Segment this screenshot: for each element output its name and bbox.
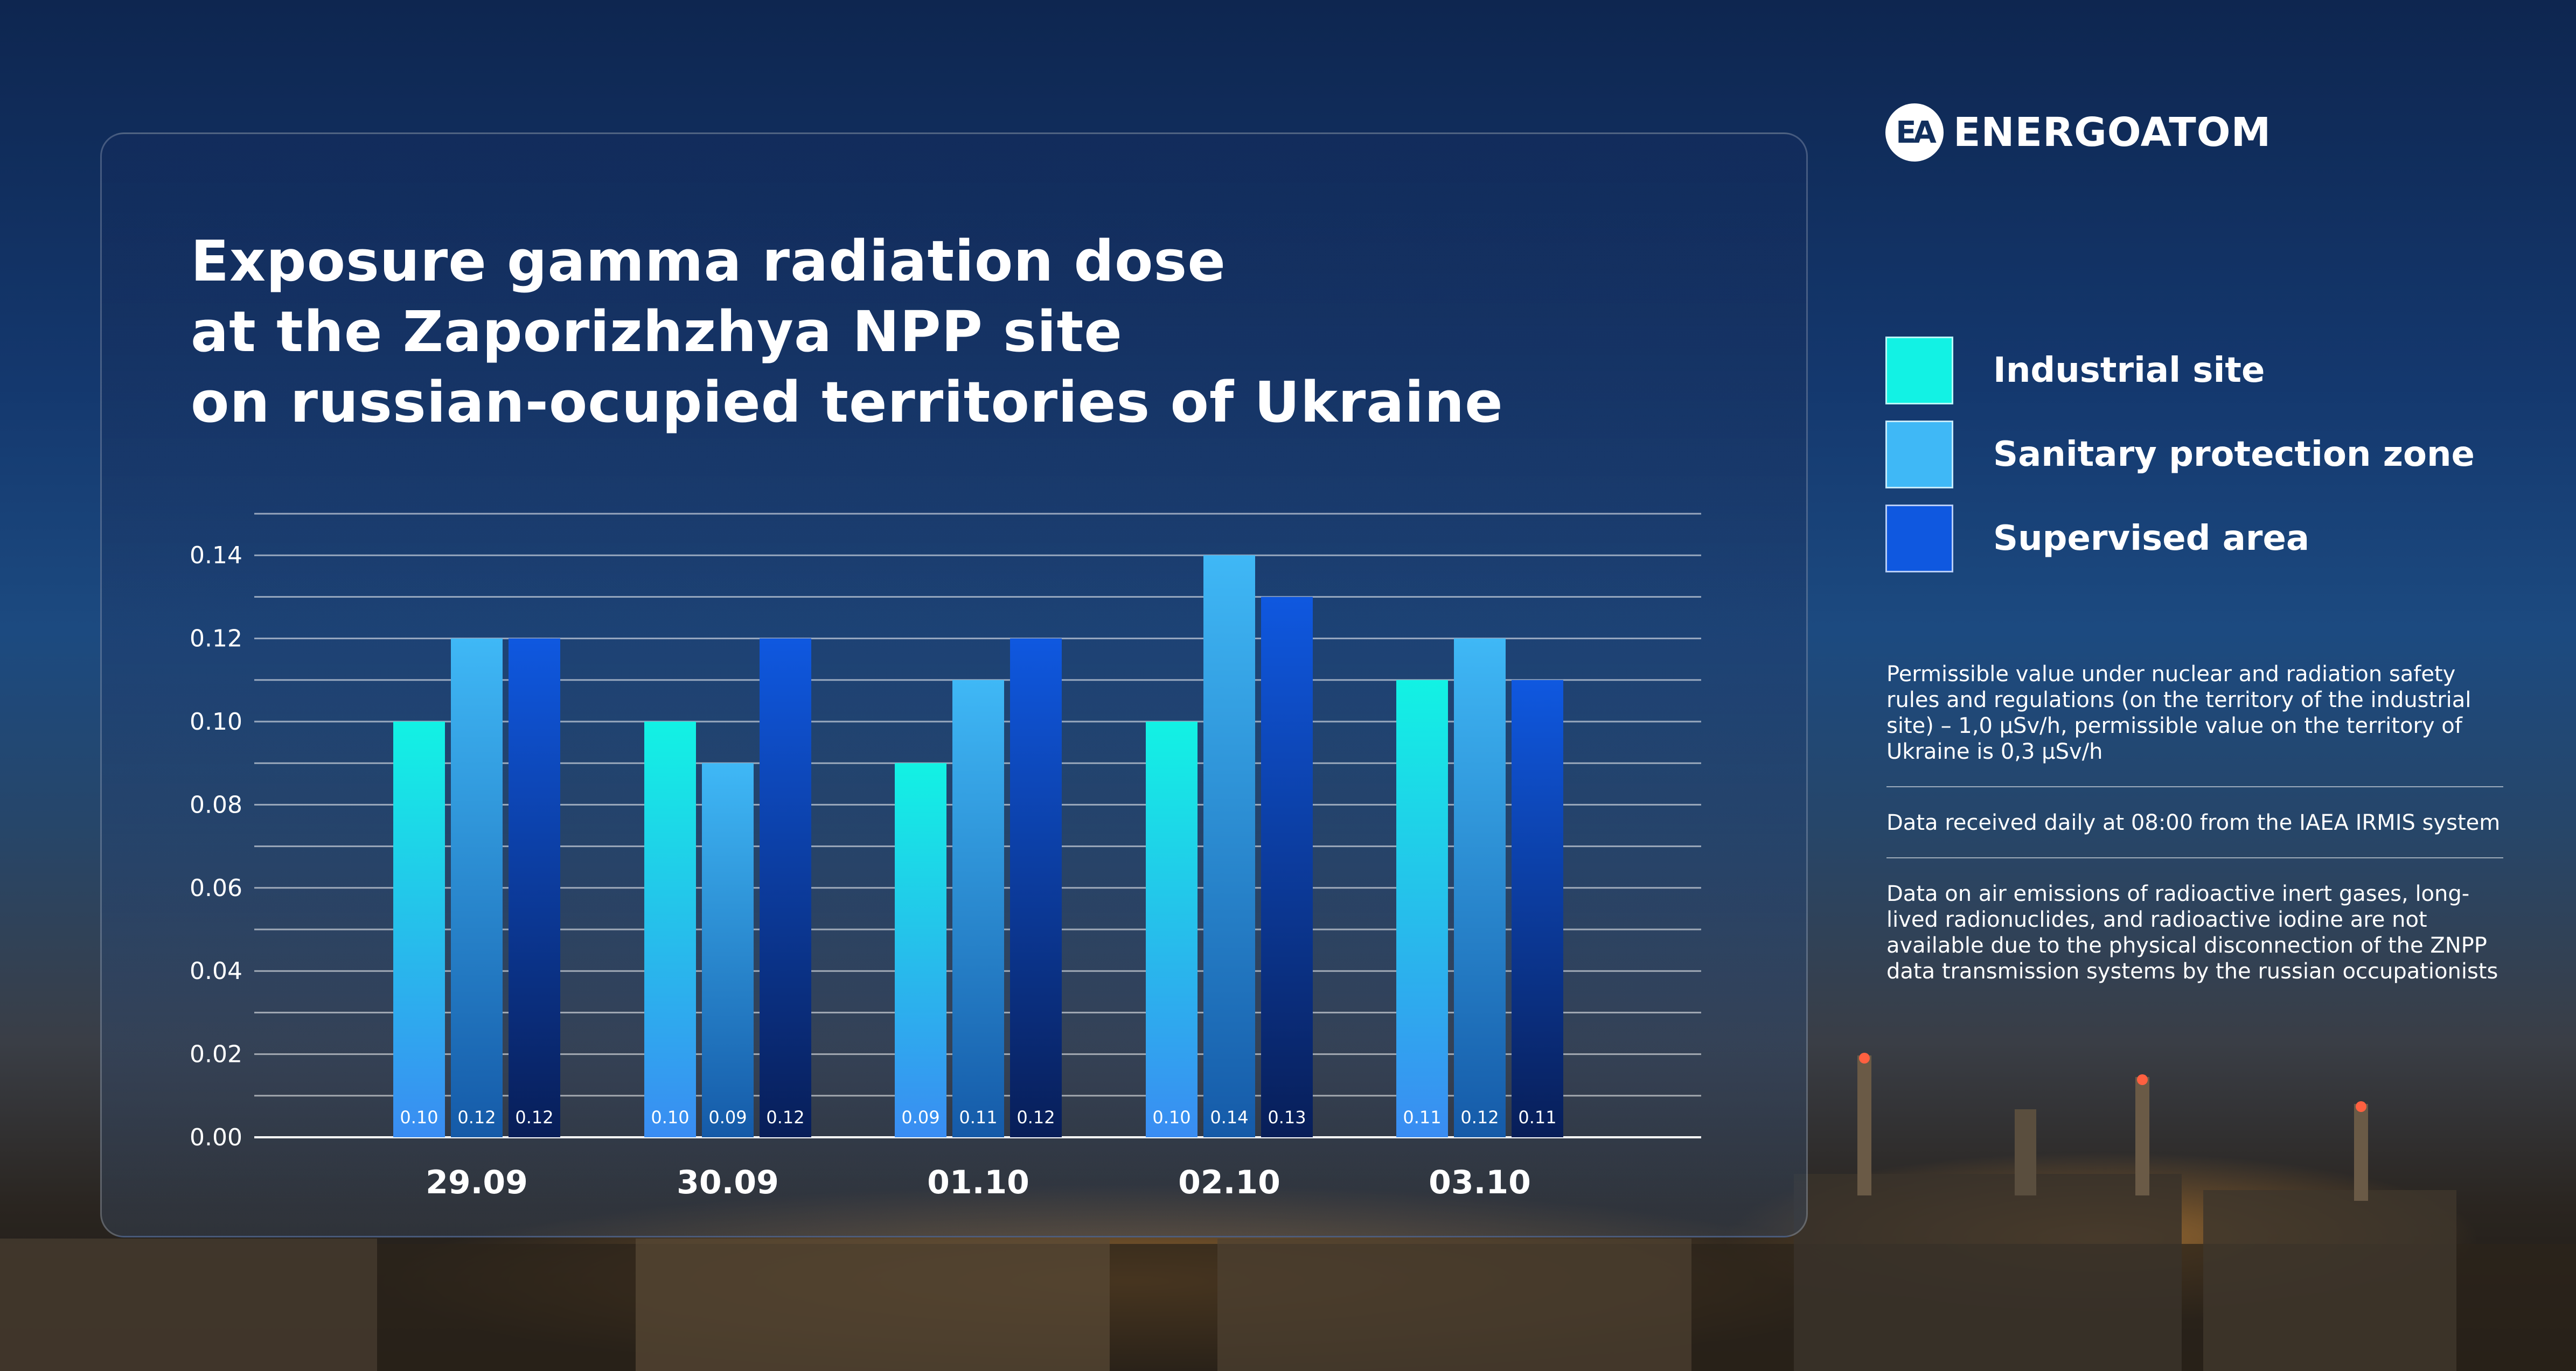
data-label-industrial-site: 0.10 bbox=[1152, 1107, 1190, 1128]
bar-industrial-site bbox=[895, 763, 946, 1137]
legend-swatch-sanitary-protection-zone bbox=[1885, 421, 1953, 488]
y-tick-label: 0.12 bbox=[190, 625, 242, 653]
chart-title: Exposure gamma radiation dose at the Zap… bbox=[191, 226, 1591, 438]
y-tick-label: 0.06 bbox=[190, 875, 242, 902]
x-category-label: 02.10 bbox=[1178, 1164, 1280, 1201]
energoatom-logo-text: ENERGOATOM bbox=[1953, 109, 2272, 156]
legend-label-supervised-area: Supervised area bbox=[1993, 519, 2310, 558]
y-tick-label: 0.00 bbox=[190, 1124, 242, 1151]
energoatom-logo: EA ENERGOATOM bbox=[1885, 95, 2271, 170]
data-label-industrial-site: 0.11 bbox=[1403, 1107, 1441, 1128]
y-tick-label: 0.10 bbox=[190, 708, 242, 736]
energoatom-logo-icon: EA bbox=[1885, 103, 1944, 162]
bar-supervised-area bbox=[1512, 680, 1563, 1137]
bar-supervised-area bbox=[1010, 638, 1062, 1137]
chart-notes: Permissible value under nuclear and radi… bbox=[1886, 661, 2503, 984]
bar-sanitary-protection-zone bbox=[702, 763, 754, 1137]
x-category-label: 01.10 bbox=[927, 1164, 1029, 1201]
data-label-supervised-area: 0.11 bbox=[1518, 1107, 1556, 1128]
data-label-supervised-area: 0.12 bbox=[766, 1107, 804, 1128]
legend-label-industrial-site: Industrial site bbox=[1993, 351, 2265, 390]
x-category-label: 30.09 bbox=[677, 1164, 779, 1201]
data-label-sanitary-protection-zone: 0.12 bbox=[1460, 1107, 1499, 1128]
data-label-sanitary-protection-zone: 0.09 bbox=[708, 1107, 747, 1128]
legend-label-sanitary-protection-zone: Sanitary protection zone bbox=[1993, 435, 2475, 474]
chart-title-line-2: at the Zaporizhzhya NPP site bbox=[191, 299, 1123, 365]
bar-supervised-area bbox=[760, 638, 811, 1137]
bar-supervised-area bbox=[509, 638, 560, 1137]
data-label-supervised-area: 0.12 bbox=[515, 1107, 553, 1128]
note-divider bbox=[1886, 786, 2503, 787]
legend-swatch-supervised-area bbox=[1885, 505, 1953, 572]
bar-sanitary-protection-zone bbox=[1454, 638, 1506, 1137]
y-tick-label: 0.02 bbox=[190, 1041, 242, 1068]
bar-sanitary-protection-zone bbox=[451, 638, 503, 1137]
bar-sanitary-protection-zone bbox=[952, 680, 1004, 1137]
chart-title-line-1: Exposure gamma radiation dose bbox=[191, 228, 1226, 294]
note-data-source: Data received daily at 08:00 from the IA… bbox=[1886, 810, 2501, 835]
data-label-supervised-area: 0.12 bbox=[1017, 1107, 1055, 1128]
data-label-sanitary-protection-zone: 0.12 bbox=[457, 1107, 496, 1128]
bar-industrial-site bbox=[1146, 722, 1198, 1137]
x-category-label: 29.09 bbox=[426, 1164, 528, 1201]
data-label-industrial-site: 0.09 bbox=[901, 1107, 939, 1128]
legend-item-sanitary-protection-zone: Sanitary protection zone bbox=[1885, 420, 2475, 489]
bar-industrial-site bbox=[644, 722, 696, 1137]
bar-industrial-site bbox=[1396, 680, 1448, 1137]
y-tick-label: 0.14 bbox=[190, 542, 242, 569]
y-tick-label: 0.08 bbox=[190, 791, 242, 819]
data-label-sanitary-protection-zone: 0.14 bbox=[1210, 1107, 1248, 1128]
chart-legend: Industrial site Sanitary protection zone… bbox=[1885, 336, 2475, 588]
bar-sanitary-protection-zone bbox=[1203, 555, 1255, 1137]
note-divider bbox=[1886, 857, 2503, 858]
legend-swatch-industrial-site bbox=[1885, 337, 1953, 404]
data-label-industrial-site: 0.10 bbox=[400, 1107, 438, 1128]
legend-item-industrial-site: Industrial site bbox=[1885, 336, 2475, 405]
data-label-supervised-area: 0.13 bbox=[1268, 1107, 1306, 1128]
legend-item-supervised-area: Supervised area bbox=[1885, 504, 2475, 573]
bar-supervised-area bbox=[1261, 597, 1313, 1137]
note-emissions-unavailable: Data on air emissions of radioactive ine… bbox=[1886, 882, 2498, 984]
bar-industrial-site bbox=[393, 722, 445, 1137]
data-label-industrial-site: 0.10 bbox=[651, 1107, 689, 1128]
chart-title-line-3: on russian-ocupied territories of Ukrain… bbox=[191, 369, 1503, 435]
data-label-sanitary-protection-zone: 0.11 bbox=[959, 1107, 997, 1128]
note-permissible-value: Permissible value under nuclear and radi… bbox=[1886, 662, 2471, 764]
x-category-label: 03.10 bbox=[1429, 1164, 1531, 1201]
y-tick-label: 0.04 bbox=[190, 957, 242, 985]
